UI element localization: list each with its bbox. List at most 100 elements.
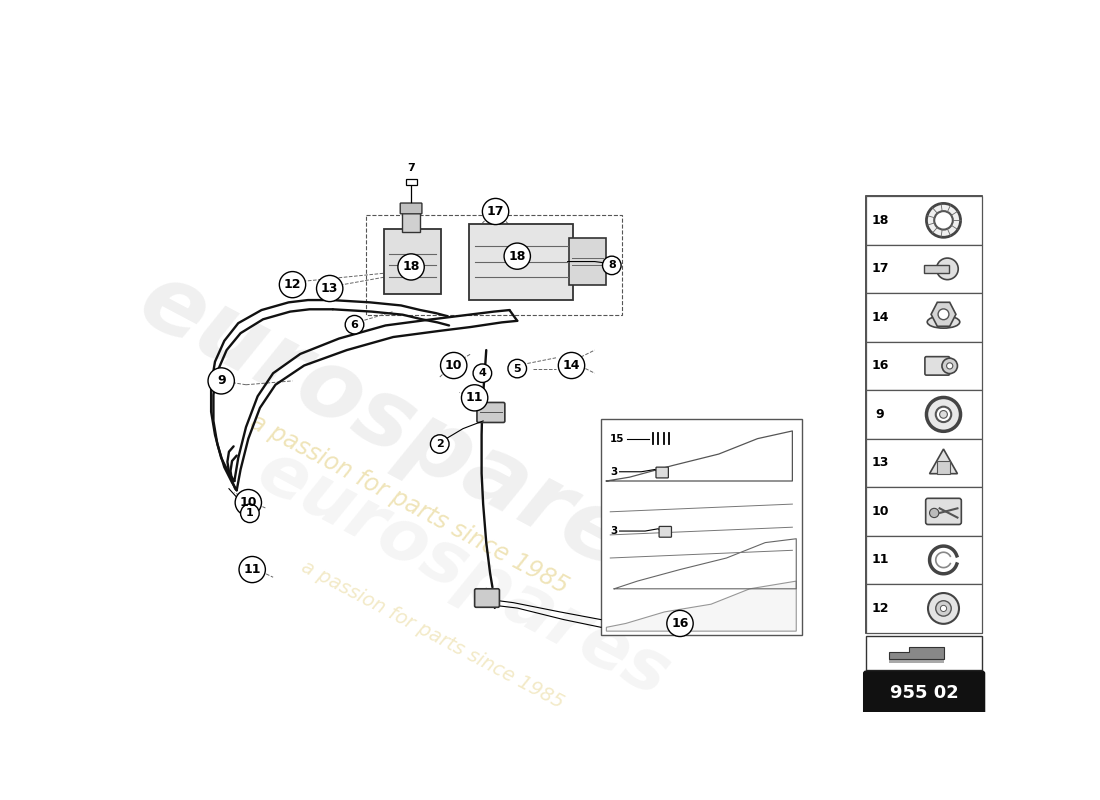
Circle shape xyxy=(235,490,262,516)
Text: 18: 18 xyxy=(871,214,889,227)
Bar xyxy=(406,179,417,186)
FancyBboxPatch shape xyxy=(402,209,420,232)
Circle shape xyxy=(239,557,265,582)
Text: 14: 14 xyxy=(563,359,581,372)
FancyBboxPatch shape xyxy=(926,498,961,525)
Text: 2: 2 xyxy=(436,439,443,449)
Ellipse shape xyxy=(927,316,960,328)
Text: a passion for parts since 1985: a passion for parts since 1985 xyxy=(245,410,572,598)
Circle shape xyxy=(936,601,952,616)
Bar xyxy=(866,487,982,536)
Bar xyxy=(866,196,982,633)
Text: 6: 6 xyxy=(351,320,359,330)
Text: 10: 10 xyxy=(444,359,462,372)
Circle shape xyxy=(241,504,260,522)
Text: 7: 7 xyxy=(407,163,415,173)
Text: 12: 12 xyxy=(284,278,301,291)
Circle shape xyxy=(926,203,960,238)
Circle shape xyxy=(440,353,466,378)
Circle shape xyxy=(208,368,234,394)
Text: 18: 18 xyxy=(403,261,420,274)
Text: 17: 17 xyxy=(487,205,504,218)
Bar xyxy=(366,215,622,315)
FancyBboxPatch shape xyxy=(470,224,573,300)
Bar xyxy=(866,438,982,487)
Bar xyxy=(937,462,949,474)
Text: eurospares: eurospares xyxy=(245,436,681,711)
Circle shape xyxy=(934,211,953,230)
FancyBboxPatch shape xyxy=(925,357,949,375)
Text: 955 02: 955 02 xyxy=(890,684,958,702)
Text: 13: 13 xyxy=(871,457,889,470)
FancyBboxPatch shape xyxy=(400,203,422,214)
Circle shape xyxy=(345,315,364,334)
Circle shape xyxy=(942,358,957,374)
Circle shape xyxy=(462,385,487,411)
Text: 16: 16 xyxy=(671,617,689,630)
Text: eurospares: eurospares xyxy=(123,254,694,616)
Polygon shape xyxy=(889,650,944,663)
Circle shape xyxy=(279,271,306,298)
Bar xyxy=(866,245,982,293)
Bar xyxy=(924,265,949,273)
Text: 3: 3 xyxy=(610,466,618,477)
Circle shape xyxy=(508,359,527,378)
Circle shape xyxy=(947,363,953,369)
Polygon shape xyxy=(931,302,956,326)
Circle shape xyxy=(603,256,622,274)
Polygon shape xyxy=(606,581,796,631)
Circle shape xyxy=(928,593,959,624)
Text: 11: 11 xyxy=(466,391,483,404)
Circle shape xyxy=(430,435,449,454)
FancyBboxPatch shape xyxy=(474,589,499,607)
Text: 10: 10 xyxy=(240,496,257,509)
Circle shape xyxy=(940,606,947,611)
Text: 3: 3 xyxy=(610,526,618,536)
Circle shape xyxy=(939,410,947,418)
Text: 17: 17 xyxy=(871,262,889,275)
FancyBboxPatch shape xyxy=(659,526,671,538)
Circle shape xyxy=(473,364,492,382)
Text: 10: 10 xyxy=(871,505,889,518)
Circle shape xyxy=(938,309,949,320)
Circle shape xyxy=(398,254,425,280)
Text: 4: 4 xyxy=(478,368,486,378)
Circle shape xyxy=(667,610,693,637)
Circle shape xyxy=(559,353,585,378)
Bar xyxy=(866,196,982,245)
Text: 9: 9 xyxy=(876,408,884,421)
FancyBboxPatch shape xyxy=(656,467,669,478)
FancyBboxPatch shape xyxy=(384,230,441,294)
Circle shape xyxy=(504,243,530,270)
FancyBboxPatch shape xyxy=(569,238,606,286)
Bar xyxy=(866,536,982,584)
Text: 1: 1 xyxy=(246,508,254,518)
Circle shape xyxy=(936,258,958,280)
Text: 14: 14 xyxy=(871,311,889,324)
Polygon shape xyxy=(930,449,957,474)
Bar xyxy=(866,342,982,390)
Text: 18: 18 xyxy=(508,250,526,262)
Text: 5: 5 xyxy=(514,363,521,374)
Bar xyxy=(866,636,982,670)
Bar xyxy=(866,390,982,438)
Text: 15: 15 xyxy=(609,434,624,444)
Text: 12: 12 xyxy=(871,602,889,615)
Circle shape xyxy=(317,275,343,302)
Text: 16: 16 xyxy=(871,359,889,372)
Bar xyxy=(601,419,803,635)
Text: a passion for parts since 1985: a passion for parts since 1985 xyxy=(297,558,566,713)
Bar xyxy=(866,293,982,342)
Text: 13: 13 xyxy=(321,282,339,295)
Circle shape xyxy=(926,398,960,431)
Bar xyxy=(866,584,982,633)
Text: 11: 11 xyxy=(871,554,889,566)
Polygon shape xyxy=(889,647,944,659)
Text: 8: 8 xyxy=(608,261,616,270)
FancyBboxPatch shape xyxy=(864,671,984,714)
Text: 11: 11 xyxy=(243,563,261,576)
Circle shape xyxy=(936,406,952,422)
Text: 9: 9 xyxy=(217,374,226,387)
Circle shape xyxy=(930,508,939,518)
FancyBboxPatch shape xyxy=(477,402,505,422)
